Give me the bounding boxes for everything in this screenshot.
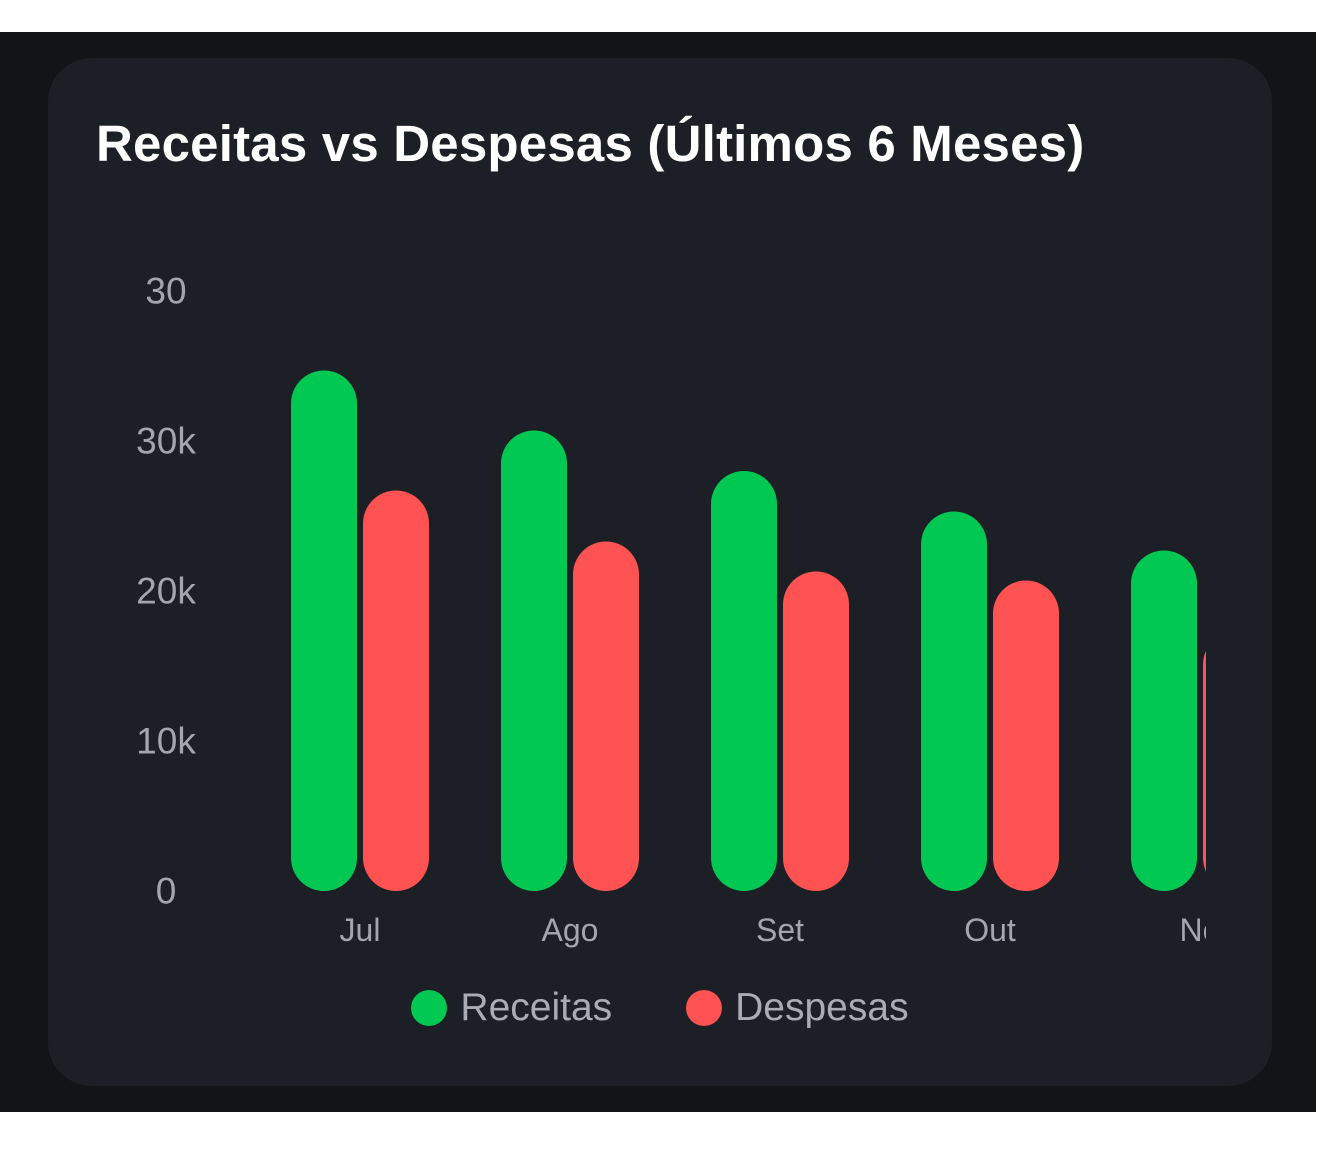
x-tick-label: Out — [964, 912, 1016, 948]
bars-group — [291, 370, 1269, 892]
legend-item-despesas[interactable]: Despesas — [686, 986, 909, 1030]
x-tick-label: Set — [756, 912, 804, 948]
x-tick-label: No — [1180, 912, 1221, 948]
app-background: Receitas vs Despesas (Últimos 6 Meses) 0… — [0, 32, 1316, 1112]
bar-despesas-nov[interactable] — [1203, 632, 1269, 892]
x-axis: Jul Ago Set Out No — [340, 912, 1221, 948]
y-tick-label: 0 — [156, 871, 177, 912]
bar-chart: 0 10k 20k 30k 30 Jul Ago Set Out No — [136, 271, 1269, 948]
bar-receitas-nov[interactable] — [1131, 550, 1197, 892]
y-tick-label: 30k — [136, 421, 196, 462]
bar-receitas-set[interactable] — [711, 471, 777, 891]
y-tick-label: 30 — [145, 271, 186, 312]
chart-legend: Receitas Despesas — [48, 986, 1272, 1030]
bar-despesas-jul[interactable] — [363, 490, 429, 892]
bar-despesas-set[interactable] — [783, 571, 849, 892]
legend-swatch-despesas — [686, 990, 723, 1026]
legend-label-despesas: Despesas — [735, 986, 909, 1029]
bar-receitas-jul[interactable] — [291, 370, 357, 892]
bar-despesas-out[interactable] — [993, 580, 1059, 892]
legend-item-receitas[interactable]: Receitas — [411, 986, 612, 1030]
bar-despesas-ago[interactable] — [573, 541, 639, 892]
y-tick-label: 10k — [136, 721, 196, 762]
bar-receitas-out[interactable] — [921, 511, 987, 892]
x-tick-label: Ago — [542, 912, 599, 948]
y-axis: 0 10k 20k 30k 30 — [136, 271, 196, 912]
legend-label-receitas: Receitas — [460, 986, 613, 1029]
chart-card: Receitas vs Despesas (Últimos 6 Meses) 0… — [48, 58, 1272, 1086]
legend-swatch-receitas — [411, 990, 448, 1026]
y-tick-label: 20k — [136, 571, 196, 612]
bar-receitas-ago[interactable] — [501, 430, 567, 892]
x-tick-label: Jul — [340, 912, 381, 948]
chart-title: Receitas vs Despesas (Últimos 6 Meses) — [96, 115, 1085, 172]
